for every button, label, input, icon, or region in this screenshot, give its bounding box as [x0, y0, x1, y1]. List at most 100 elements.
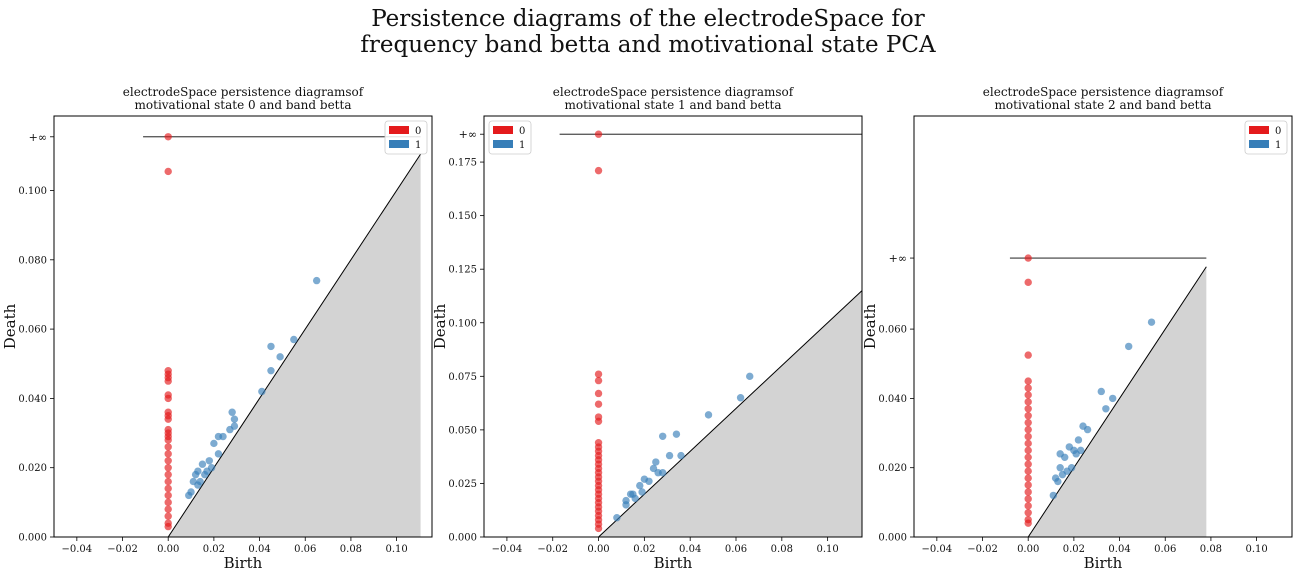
point-h1 — [267, 342, 275, 351]
point-h1 — [1049, 491, 1058, 500]
legend-swatch-0 — [389, 126, 409, 134]
point-h0 — [1024, 481, 1032, 489]
x-tick-label: 0.08 — [771, 544, 793, 555]
y-axis-label: Death — [1, 303, 19, 349]
point-h1 — [613, 514, 621, 522]
series-1 — [1049, 318, 1156, 500]
x-tick-label: 0.06 — [725, 544, 747, 555]
point-h0 — [594, 389, 603, 398]
legend-label-1: 1 — [415, 140, 421, 151]
point-h1 — [1102, 405, 1110, 413]
axes-frame — [53, 115, 433, 538]
point-h0 — [164, 167, 172, 176]
point-h0 — [1024, 377, 1032, 385]
point-h0 — [164, 484, 172, 493]
point-h1 — [645, 477, 653, 485]
point-h0 — [594, 400, 603, 408]
legend-label-1: 1 — [519, 140, 525, 151]
point-h0 — [1024, 418, 1032, 427]
x-tick-label: 0.10 — [385, 544, 407, 555]
point-h1 — [677, 451, 685, 460]
x-tick-label: −0.02 — [537, 544, 568, 555]
point-h1 — [1074, 436, 1083, 444]
point-h0 — [594, 417, 603, 426]
point-h0 — [594, 524, 603, 533]
point-h0 — [1024, 425, 1032, 434]
subplot-title-line-1: electrodeSpace persistence diagramsof — [983, 85, 1225, 99]
legend: 01 — [1244, 120, 1288, 155]
subplot-title-line-1: electrodeSpace persistence diagramsof — [553, 85, 795, 99]
point-h1 — [1147, 318, 1156, 326]
point-h0 — [164, 505, 172, 513]
point-h1 — [629, 490, 637, 498]
subplot-title-line-2: motivational state 0 and band betta — [135, 98, 352, 112]
y-tick-label: 0.100 — [448, 318, 477, 329]
point-h0 — [164, 443, 172, 451]
point-h1 — [1109, 394, 1117, 403]
point-h0 — [164, 477, 172, 486]
x-tick-label: 0.10 — [817, 544, 839, 555]
y-tick-label: 0.000 — [878, 533, 907, 544]
point-h0 — [1024, 495, 1032, 503]
point-h1 — [1056, 463, 1064, 472]
y-tick-label: 0.040 — [878, 394, 907, 405]
legend-label-0: 0 — [519, 126, 525, 137]
y-tick-label: 0.020 — [18, 463, 47, 474]
figure-title-line-1: Persistence diagrams of the electrodeSpa… — [371, 6, 925, 32]
diagonal-line — [1027, 266, 1207, 538]
point-h1 — [194, 481, 202, 489]
point-h1 — [1056, 450, 1064, 458]
point-h0 — [1024, 460, 1032, 468]
point-h1 — [736, 394, 745, 402]
x-tick-label: −0.04 — [922, 544, 953, 555]
series-0 — [594, 130, 603, 533]
point-h0 — [1024, 439, 1032, 448]
x-tick-label: 0.10 — [1245, 544, 1267, 555]
chart-1: electrodeSpace persistence diagramsofmot… — [431, 85, 863, 572]
series-1 — [613, 372, 754, 522]
point-h0 — [594, 130, 603, 138]
point-h1 — [191, 470, 200, 479]
point-h0 — [164, 491, 172, 500]
point-h1 — [201, 470, 209, 479]
point-h1 — [1054, 477, 1062, 486]
diagonal-line — [167, 153, 421, 538]
x-tick-label: −0.04 — [492, 544, 523, 555]
series-0 — [164, 133, 172, 531]
point-h1 — [1083, 425, 1092, 434]
legend-swatch-1 — [493, 140, 513, 148]
point-h0 — [164, 133, 172, 141]
point-h1 — [672, 430, 681, 438]
point-h1 — [198, 460, 207, 468]
point-h1 — [1067, 463, 1076, 472]
y-tick-label: 0.075 — [448, 372, 477, 383]
point-h1 — [636, 481, 644, 490]
point-h0 — [1024, 474, 1032, 482]
y-tick-label: 0.000 — [448, 533, 477, 544]
point-h0 — [1024, 384, 1032, 392]
y-tick-label: 0.060 — [18, 325, 47, 336]
point-h1 — [746, 372, 754, 381]
y-tick-label: 0.060 — [878, 325, 907, 336]
chart-0: electrodeSpace persistence diagramsofmot… — [1, 85, 433, 572]
point-h1 — [652, 458, 660, 466]
legend: 01 — [488, 120, 532, 155]
point-h1 — [704, 411, 713, 419]
x-axis-label: Birth — [654, 554, 693, 572]
point-h1 — [207, 463, 216, 472]
point-h1 — [228, 408, 236, 416]
point-h0 — [1024, 519, 1032, 527]
point-h0 — [594, 376, 603, 385]
x-tick-label: 0.08 — [1200, 544, 1222, 555]
x-axis-label: Birth — [224, 554, 263, 572]
point-h0 — [1024, 351, 1032, 359]
legend-swatch-1 — [389, 140, 409, 148]
x-tick-label: 0.02 — [633, 544, 655, 555]
y-infinity-tick-label: +∞ — [29, 131, 47, 144]
legend-label-0: 0 — [415, 126, 421, 137]
point-h1 — [276, 353, 284, 361]
point-h0 — [1024, 446, 1032, 455]
point-h1 — [185, 491, 193, 500]
